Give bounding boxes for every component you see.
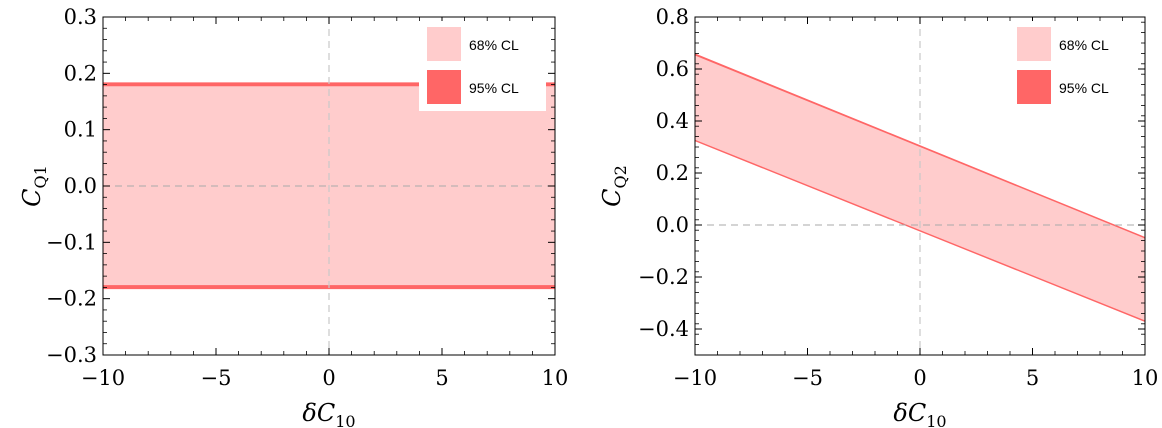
legend-label-95-cl: 95% CL	[1059, 80, 1109, 96]
y-tick-label: 0.4	[656, 109, 689, 133]
legend-label-95-cl: 95% CL	[469, 80, 519, 96]
legend-label-68-cl: 68% CL	[469, 37, 519, 53]
plot-area	[695, 17, 1145, 355]
legend-swatch-68-cl	[1017, 27, 1051, 61]
y-tick-label: 0.8	[656, 5, 689, 29]
x-tick-label: −10	[81, 366, 125, 390]
legend-label-68-cl: 68% CL	[1059, 37, 1109, 53]
x-tick-label: −5	[792, 366, 823, 390]
legend-swatch-68-cl	[427, 27, 461, 61]
plot-area	[103, 17, 555, 355]
y-tick-label: 0.0	[656, 213, 689, 237]
y-tick-label: −0.4	[638, 317, 689, 341]
legend: 68% CL 95% CL	[1009, 21, 1136, 111]
y-tick-label: 0.3	[64, 5, 97, 29]
x-tick-label: 0	[913, 366, 926, 390]
x-axis-label-subscript: 10	[926, 412, 946, 428]
y-tick-label: 0.1	[64, 118, 97, 142]
y-axis-label-subscript: Q1	[31, 165, 50, 188]
y-tick-label: −0.2	[46, 287, 97, 311]
y-tick-label: 0.2	[656, 161, 689, 185]
plot-1: −10 −5 0 5 10 −0.3 −0.2 −0.1 0.0 0.1 0.2 0.3 δC10 CQ1…	[18, 5, 568, 428]
x-axis-label: δC10	[893, 399, 946, 428]
y-tick-label: 0.2	[64, 61, 97, 85]
x-tick-label: −10	[673, 366, 717, 390]
y-tick-label: −0.1	[46, 230, 97, 254]
y-tick-label: 0.0	[64, 174, 97, 198]
x-tick-label: 0	[322, 366, 335, 390]
x-axis-label: δC10	[302, 399, 355, 428]
x-axis-label-subscript: 10	[335, 412, 355, 428]
y-axis-label: CQ1	[18, 165, 50, 207]
x-tick-label: 5	[1026, 366, 1039, 390]
legend-swatch-95-cl	[1017, 70, 1051, 104]
y-axis-label-subscript: Q2	[611, 165, 630, 188]
y-tick-label: −0.2	[638, 265, 689, 289]
y-tick-label: 0.6	[656, 57, 689, 81]
y-tick-label: −0.3	[46, 343, 97, 367]
x-tick-label: 10	[1132, 366, 1159, 390]
x-tick-label: 5	[435, 366, 448, 390]
x-tick-label: 10	[542, 366, 569, 390]
legend: 68% CL 95% CL	[419, 21, 546, 111]
legend-swatch-95-cl	[427, 70, 461, 104]
plot-2: −10 −5 0 5 10 −0.4 −0.2 0.0 0.2 0.4 0.6 0.8 δC10 CQ2 6…	[598, 5, 1158, 428]
y-axis-label: CQ2	[598, 165, 630, 207]
x-tick-label: −5	[201, 366, 232, 390]
